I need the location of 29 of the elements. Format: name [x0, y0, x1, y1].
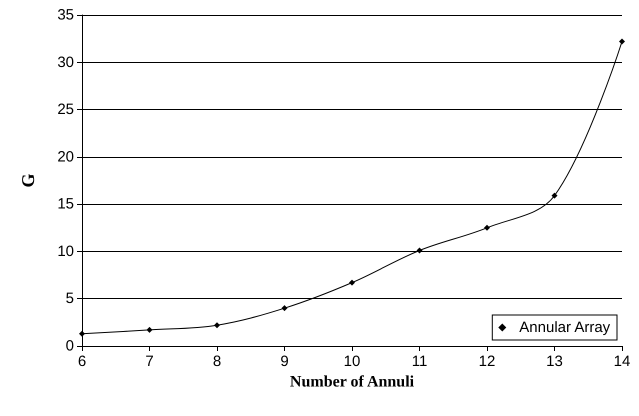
- point: [214, 322, 220, 328]
- y-tick-label: 35: [57, 6, 74, 24]
- x-tick-label: 9: [280, 353, 289, 370]
- y-tick-label: 15: [57, 196, 74, 213]
- point: [552, 192, 558, 199]
- point: [349, 280, 355, 286]
- y-tick-label: 20: [57, 148, 74, 166]
- y-tick-label: 30: [57, 54, 74, 71]
- x-tick-label: 13: [546, 353, 563, 370]
- x-tick-label: 8: [212, 353, 222, 370]
- x-tick-label: 7: [145, 353, 154, 370]
- point: [619, 38, 625, 44]
- point: [79, 330, 85, 337]
- legend-label: Annular Array: [519, 319, 611, 336]
- x-axis-title: Number of Annuli: [290, 374, 415, 390]
- x-tick-label: 11: [412, 353, 428, 370]
- y-tick-label: 0: [66, 338, 74, 354]
- y-tick-label: 10: [57, 242, 74, 260]
- x-tick-label: 6: [78, 353, 86, 370]
- y-axis-title: G: [18, 173, 38, 188]
- point: [484, 224, 490, 231]
- point: [282, 305, 288, 312]
- y-tick-label: 25: [57, 101, 74, 118]
- point: [416, 247, 422, 254]
- x-tick-label: 14: [614, 353, 630, 370]
- x-tick-label: 12: [478, 353, 496, 370]
- y-tick-label: 5: [66, 290, 74, 308]
- point: [146, 326, 152, 333]
- x-tick-label: 10: [344, 353, 360, 370]
